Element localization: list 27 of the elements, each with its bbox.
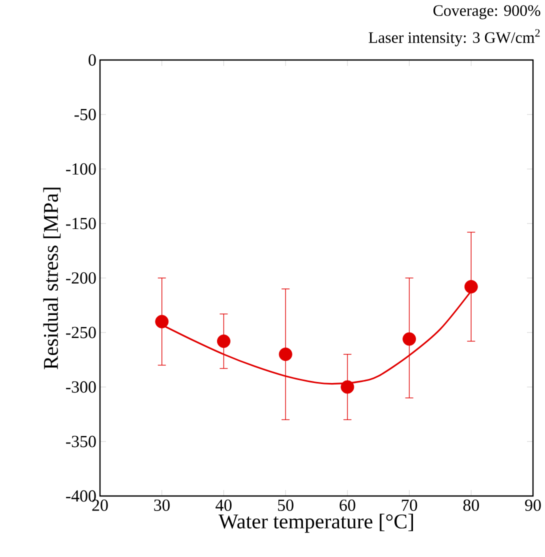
y-tick-label: -150 — [66, 218, 96, 230]
x-tick-label: 20 — [92, 500, 108, 511]
point — [217, 334, 230, 348]
point — [402, 332, 416, 346]
y-tick-label: -200 — [66, 272, 96, 284]
x-tick-label: 40 — [216, 500, 232, 511]
y-tick-label: -350 — [66, 436, 96, 448]
y-tick-label: -300 — [66, 381, 96, 393]
y-tick-label: -100 — [66, 163, 96, 175]
point — [278, 348, 292, 361]
x-tick-label: 30 — [154, 500, 170, 511]
point — [155, 314, 169, 328]
y-tick-label: -50 — [74, 108, 96, 120]
x-tick-label: 80 — [463, 500, 479, 511]
point — [464, 280, 478, 294]
text: Laser intensity: 3 GW/cm$^{2}$ — [368, 29, 540, 46]
x-tick-label: 90 — [525, 500, 541, 511]
y-tick-label: -400 — [66, 490, 96, 502]
point — [340, 380, 354, 394]
x-axis-title: Water temperature [°C] — [218, 514, 413, 533]
text: Coverage: 900% — [433, 5, 540, 20]
y-tick-label: -250 — [66, 326, 96, 338]
x-tick-label: 70 — [402, 500, 418, 511]
y-axis-title: Residual stress [MPa] — [43, 188, 61, 370]
y-tick-label: 0 — [88, 54, 96, 66]
x-tick-label: 60 — [340, 500, 356, 511]
x-tick-label: 50 — [278, 500, 294, 511]
